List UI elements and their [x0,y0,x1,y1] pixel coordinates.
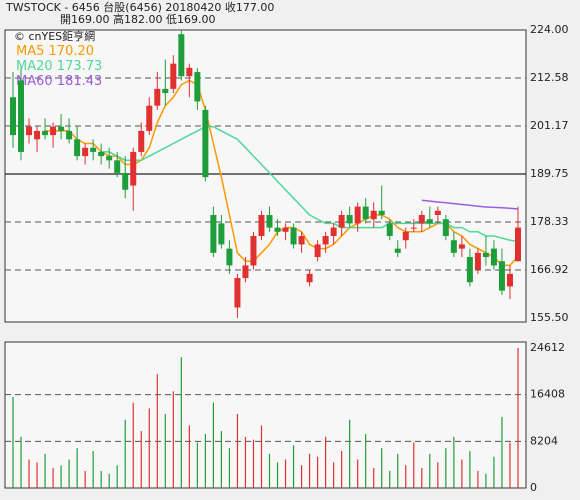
legend-entry: MA60 181.43 [16,74,102,89]
candle-body [306,273,313,283]
y-tick-label: 16408 [530,388,565,401]
candle-body [162,88,169,94]
candle-body [210,214,217,253]
legend-entry: MA20 173.73 [16,59,102,74]
candle-body [26,126,33,136]
header-line: 開169.00 高182.00 低169.00 [60,12,215,26]
candle-body [74,139,81,157]
candle-body [42,130,49,136]
y-tick-label: 224.00 [530,23,569,36]
candle-body [138,130,145,152]
candle-body [450,240,457,253]
legend-name: MA5 [16,44,44,59]
y-tick-label: 212.58 [530,71,569,84]
legend-name: MA20 [16,59,53,74]
candle-body [50,126,57,136]
candle-body [34,130,41,140]
candle-body [106,156,113,161]
candle-body [114,160,121,173]
candle-body [514,227,521,262]
candle-body [218,223,225,245]
candle-body [282,227,289,232]
candle-body [498,261,505,291]
candle-body [18,80,25,152]
candle-body [130,151,137,186]
y-tick-label: 178.33 [530,215,569,228]
volume-panel [4,341,527,489]
candle-body [178,34,185,77]
candle-body [266,214,273,228]
candle-body [194,72,201,102]
y-tick-label: 189.75 [530,167,569,180]
candle-body [354,206,361,224]
candle-body [234,278,241,308]
candle-body [482,252,489,258]
candle-body [242,265,249,279]
candle-body [274,227,281,232]
candle-body [458,244,465,249]
candle-body [490,248,497,266]
candle-body [426,219,433,224]
candle-body [506,273,513,287]
y-tick-label: 24612 [530,341,565,354]
candle-body [394,248,401,253]
candle-body [170,63,177,89]
candle-body [314,244,321,258]
candle-body [346,214,353,224]
y-tick-label: 155.50 [530,311,569,324]
candle-body [98,151,105,157]
candle-body [338,214,345,228]
candle-body [370,210,377,220]
candle-body [146,105,153,131]
y-tick-label: 201.17 [530,119,569,132]
candle-body [474,252,481,270]
legend-entry: MA5 170.20 [16,44,94,59]
price-panel [4,29,527,323]
candle-body [186,67,193,77]
candle-body [330,227,337,237]
header-line: TWSTOCK - 6456 台股(6456) 20180420 收177.00 [5,0,274,14]
candle-body [154,88,161,106]
candle-body [410,227,417,229]
candle-body [402,231,409,241]
candle-body [82,147,89,157]
candle-body [10,97,16,136]
candle-body [250,236,257,266]
candle-body [66,130,73,140]
candle-body [434,210,441,215]
candle-body [466,257,473,283]
source-label: © cnYES鉅亨網 [14,29,95,43]
candle-body [418,214,425,224]
y-tick-label: 8204 [530,434,558,447]
candle-body [58,126,65,131]
candle-body [362,206,369,220]
legend-value: 173.73 [57,59,103,74]
candle-body [386,223,393,237]
y-tick-label: 0 [530,481,537,494]
candle-body [290,227,297,245]
y-tick-label: 166.92 [530,263,569,276]
ma-line [421,199,519,210]
legend-value: 170.20 [49,44,95,59]
candle-body [322,236,329,245]
candle-body [202,109,209,178]
candle-body [442,219,449,237]
candle-body [258,214,265,237]
candle-body [90,147,97,152]
candle-body [122,172,129,190]
candle-body [298,236,305,245]
candle-body [378,210,385,215]
legend-value: 181.43 [57,74,103,89]
legend-name: MA60 [16,74,53,89]
candle-body [226,248,233,266]
